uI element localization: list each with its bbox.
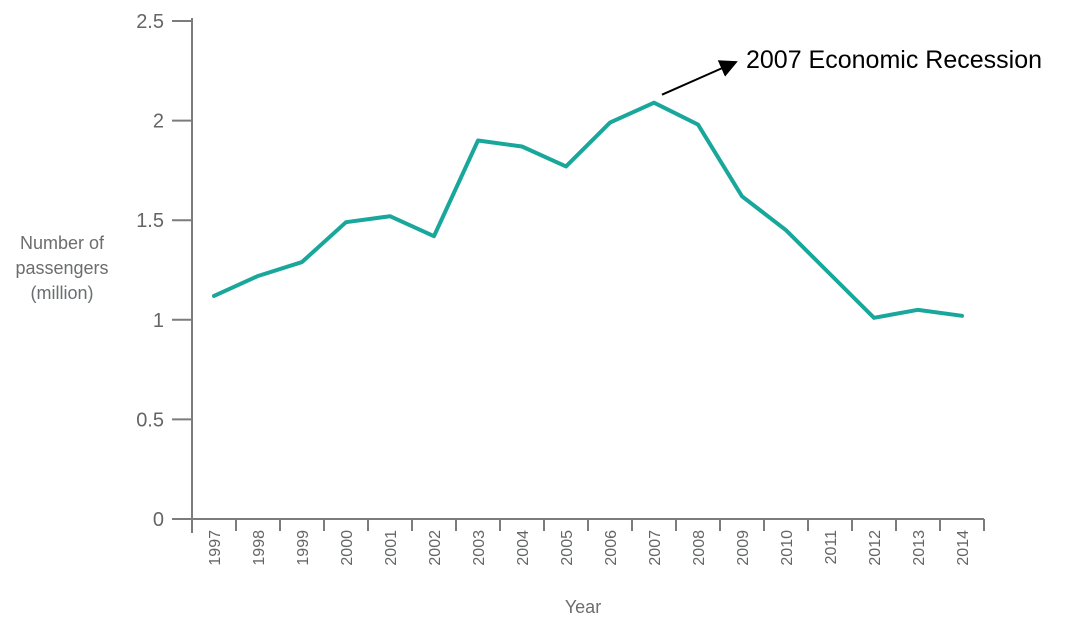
x-tick-label: 2004	[515, 530, 532, 566]
x-tick-label: 1997	[207, 530, 224, 566]
x-tick-label: 2006	[603, 530, 620, 566]
y-axis-title: Number of passengers (million)	[15, 233, 108, 303]
x-tick-label: 2005	[559, 530, 576, 566]
x-tick-label: 2012	[867, 530, 884, 566]
x-tick-label: 2007	[647, 530, 664, 566]
y-tick-label: 0.5	[136, 409, 164, 431]
x-tick-label: 1998	[251, 530, 268, 566]
y-tick-label: 1.5	[136, 210, 164, 232]
x-tick-label: 2010	[779, 530, 796, 566]
x-tick-label: 2013	[911, 530, 928, 566]
y-tick-label: 2	[153, 111, 164, 133]
x-tick-label: 2014	[955, 530, 972, 566]
data-line	[212, 100, 964, 320]
x-tick-label: 2002	[427, 530, 444, 566]
data-series	[212, 100, 964, 320]
y-tick-label: 2.5	[136, 11, 164, 33]
annotation-text: 2007 Economic Recession	[746, 46, 1042, 74]
axes: 0 0.5 1 1.5 2 2.5 1997 1998 1999 2000 2001 2002 2003…	[136, 11, 985, 566]
y-tick-label: 1	[153, 310, 164, 332]
annotation	[661, 60, 738, 96]
y-tick-label: 0	[153, 509, 164, 531]
x-tick-label: 2000	[339, 530, 356, 566]
x-axis-title: Year	[565, 597, 601, 617]
x-tick-label: 2009	[735, 530, 752, 566]
x-tick-label: 1999	[295, 530, 312, 566]
annotation-arrow	[661, 60, 738, 96]
x-tick-label: 2008	[691, 530, 708, 566]
x-tick-label: 2011	[823, 530, 840, 565]
x-tick-label: 2001	[383, 530, 400, 566]
x-tick-label: 2003	[471, 530, 488, 566]
